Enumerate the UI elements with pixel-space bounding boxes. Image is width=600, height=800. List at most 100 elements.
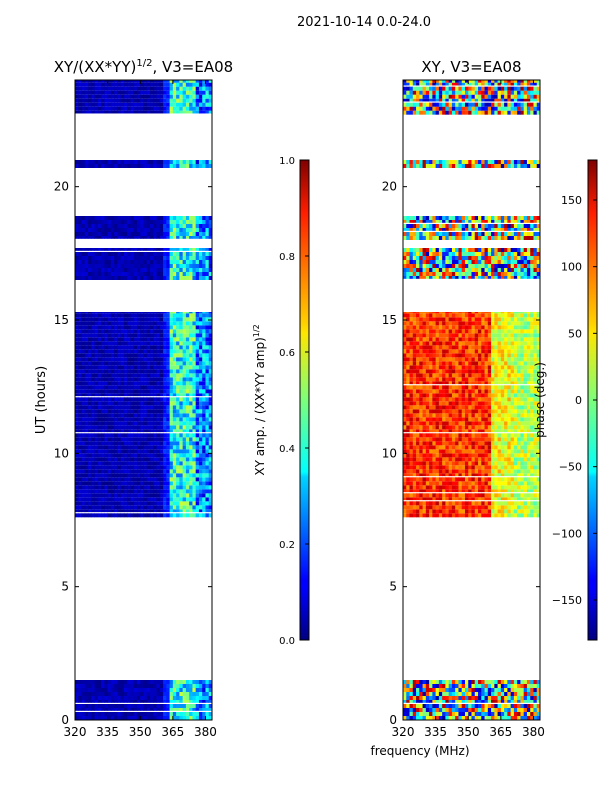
heatmap-cell — [189, 86, 193, 91]
heatmap-cell — [406, 445, 410, 450]
heatmap-cell — [432, 505, 437, 510]
heatmap-cell — [429, 469, 433, 474]
heatmap-cell — [205, 236, 210, 239]
heatmap-cell — [163, 86, 167, 91]
heatmap-cell — [179, 708, 184, 711]
heatmap-cell — [123, 110, 128, 114]
heatmap-cell — [127, 680, 131, 684]
heatmap-cell — [198, 224, 203, 228]
heatmap-cell — [169, 473, 174, 478]
heatmap-cell — [127, 692, 131, 696]
heatmap-cell — [140, 437, 144, 442]
heatmap-cell — [202, 425, 206, 430]
heatmap-cell — [120, 393, 125, 397]
heatmap-cell — [474, 505, 479, 510]
heatmap-cell — [491, 453, 495, 458]
heatmap-cell — [130, 98, 135, 103]
heatmap-cell — [422, 473, 427, 477]
heatmap-cell — [205, 345, 210, 350]
heatmap-cell — [107, 86, 112, 91]
heatmap-cell — [127, 481, 131, 486]
heatmap-cell — [117, 493, 122, 498]
heatmap-cell — [88, 405, 92, 410]
heatmap-cell — [117, 272, 122, 276]
heatmap-cell — [461, 716, 466, 720]
heatmap-cell — [153, 160, 157, 164]
heatmap-cell — [185, 98, 190, 103]
heatmap-cell — [451, 501, 456, 506]
heatmap-cell — [114, 684, 118, 688]
heatmap-cell — [403, 469, 407, 474]
heatmap-cell — [114, 224, 118, 228]
heatmap-cell — [78, 473, 82, 478]
heatmap-cell — [198, 276, 203, 280]
heatmap-cell — [182, 102, 187, 107]
heatmap-cell — [474, 716, 479, 720]
heatmap-cell — [533, 716, 538, 720]
heatmap-cell — [78, 110, 82, 114]
heatmap-cell — [536, 441, 540, 446]
heatmap-cell — [189, 692, 193, 696]
heatmap-cell — [159, 497, 164, 502]
heatmap-cell — [159, 337, 164, 342]
heatmap-cell — [91, 437, 95, 442]
heatmap-cell — [163, 401, 167, 406]
heatmap-cell — [153, 397, 157, 402]
heatmap-cell — [451, 712, 456, 716]
heatmap-cell — [97, 86, 102, 91]
heatmap-cell — [163, 385, 167, 390]
heatmap-cell — [195, 413, 200, 418]
heatmap-cell — [195, 248, 200, 251]
heatmap-cell — [88, 377, 92, 382]
heatmap-cell — [75, 505, 79, 510]
heatmap-cell — [81, 481, 86, 486]
heatmap-cell — [491, 700, 495, 703]
heatmap-cell — [150, 389, 154, 394]
heatmap-cell — [130, 433, 135, 438]
heatmap-cell — [156, 696, 161, 700]
heatmap-cell — [101, 509, 105, 513]
heatmap-cell — [94, 353, 99, 358]
heatmap-cell — [416, 497, 420, 501]
heatmap-cell — [104, 341, 109, 346]
heatmap-cell — [150, 425, 154, 430]
heatmap-cell — [117, 86, 122, 91]
heatmap-cell — [205, 429, 210, 433]
heatmap-cell — [208, 457, 212, 462]
heatmap-cell — [91, 513, 95, 518]
heatmap-cell — [192, 700, 197, 703]
heatmap-cell — [195, 325, 200, 330]
heatmap-cell — [75, 224, 79, 228]
heatmap-cell — [88, 220, 92, 224]
heatmap-cell — [530, 481, 534, 486]
heatmap-cell — [533, 493, 538, 498]
heatmap-cell — [159, 381, 164, 386]
heatmap-cell — [198, 509, 203, 513]
heatmap-cell — [159, 417, 164, 422]
heatmap-cell — [123, 381, 128, 386]
heatmap-cell — [143, 232, 148, 236]
heatmap-cell — [412, 489, 417, 493]
heatmap-cell — [179, 329, 184, 334]
heatmap-cell — [517, 684, 521, 688]
heatmap-cell — [143, 481, 148, 486]
heatmap-cell — [169, 98, 174, 103]
heatmap-cell — [448, 461, 453, 466]
heatmap-cell — [202, 716, 206, 720]
heatmap-cell — [97, 489, 102, 494]
heatmap-cell — [478, 509, 482, 514]
heatmap-cell — [403, 501, 407, 506]
heatmap-cell — [75, 232, 79, 236]
heatmap-cell — [159, 513, 164, 518]
heatmap-cell — [195, 441, 200, 446]
heatmap-cell — [494, 489, 498, 493]
heatmap-cell — [182, 381, 187, 386]
heatmap-cell — [123, 493, 128, 498]
heatmap-cell — [422, 708, 427, 712]
heatmap-cell — [208, 389, 212, 394]
heatmap-cell — [150, 684, 154, 688]
heatmap-cell — [169, 421, 174, 426]
heatmap-cell — [146, 465, 151, 470]
heatmap-cell — [185, 164, 190, 168]
heatmap-cell — [445, 489, 450, 493]
